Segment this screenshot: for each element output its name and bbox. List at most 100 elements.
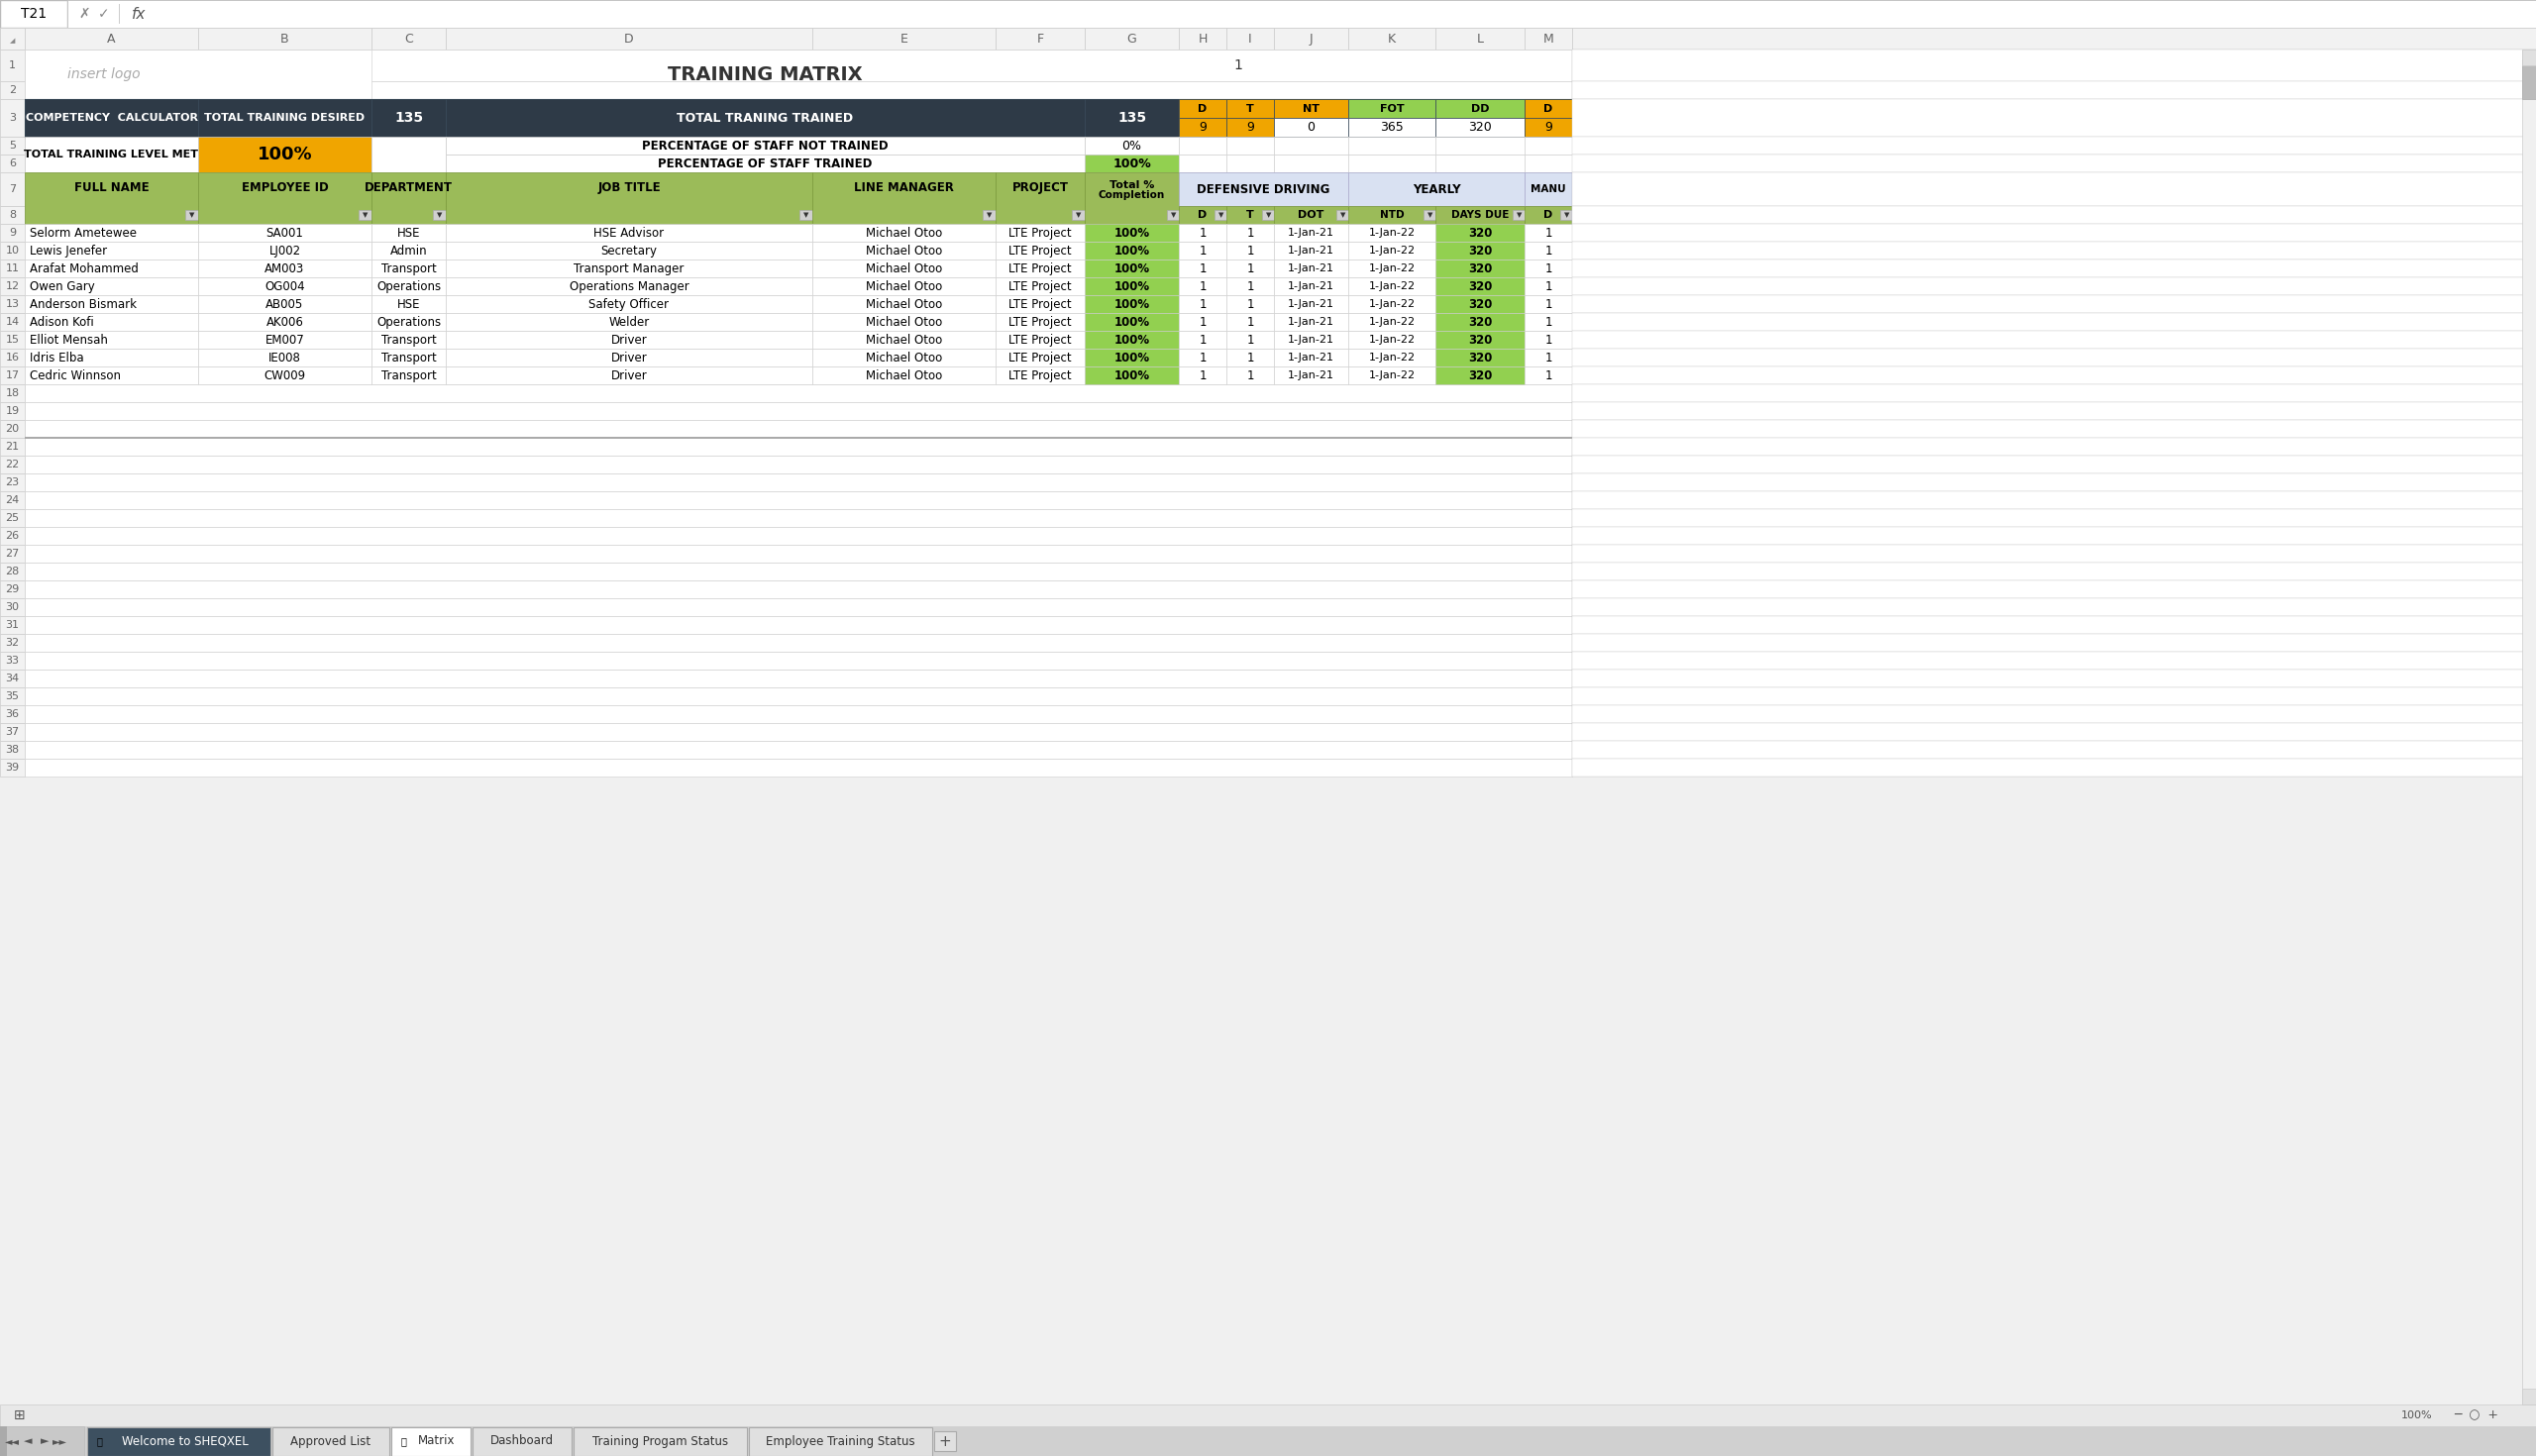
Bar [748,1427,933,1456]
Bar [86,1427,271,1456]
Text: D: D [1544,103,1552,114]
Bar [25,172,198,224]
Bar [25,331,198,348]
Bar [271,1427,391,1456]
Bar [370,331,446,348]
Bar [1572,670,2536,687]
Bar [0,172,25,205]
Bar [0,82,25,99]
Bar [446,224,812,242]
Text: PERCENTAGE OF STAFF NOT TRAINED: PERCENTAGE OF STAFF NOT TRAINED [642,140,888,151]
Text: 26: 26 [5,531,20,540]
Text: 15: 15 [5,335,20,345]
Text: 320: 320 [1468,262,1491,275]
Bar [1435,118,1524,137]
Bar [0,137,25,154]
Bar [1524,99,1572,118]
Bar [984,210,997,220]
Text: LTE Project: LTE Project [1009,226,1073,239]
Text: HSE: HSE [398,226,421,239]
Bar [1179,331,1227,348]
Text: ◄: ◄ [23,1436,33,1446]
Bar [997,172,1085,224]
Bar [25,137,198,172]
Bar [1179,154,1227,172]
Bar [25,687,1572,705]
Text: E: E [900,32,908,45]
Text: 1-Jan-21: 1-Jan-21 [1288,246,1334,256]
Text: AB005: AB005 [266,297,304,310]
Text: 1-Jan-21: 1-Jan-21 [1288,370,1334,380]
Bar [446,242,812,259]
Text: 🔒: 🔒 [96,1436,101,1446]
Text: ►►: ►► [53,1436,66,1446]
Text: 1: 1 [1544,226,1552,239]
Bar [1273,118,1349,137]
Text: ▼: ▼ [363,213,368,218]
Bar [997,224,1085,242]
Bar [0,670,25,687]
Bar [1572,633,2536,652]
Text: DD: DD [1471,103,1489,114]
Bar [1349,259,1435,277]
Bar [1572,438,2536,456]
Text: Approved List: Approved List [292,1434,370,1447]
Text: 1: 1 [10,60,15,70]
Bar [997,277,1085,296]
Text: 23: 23 [5,478,20,488]
Bar [25,527,1572,545]
Text: 5: 5 [10,141,15,150]
Bar [1349,331,1435,348]
Text: TOTAL TRANING TRAINED: TOTAL TRANING TRAINED [677,112,855,124]
Bar [1572,545,2536,562]
Text: L: L [1476,32,1484,45]
Bar [1524,137,1572,154]
Text: C: C [403,32,413,45]
Text: 1: 1 [1544,245,1552,258]
Bar [1085,99,1179,137]
Text: 38: 38 [5,745,20,754]
Text: Michael Otoo: Michael Otoo [865,297,943,310]
Text: T: T [1245,103,1253,114]
Text: Selorm Ametewee: Selorm Ametewee [30,226,137,239]
Text: 27: 27 [5,549,20,559]
Bar [1572,277,2536,296]
Bar [1572,545,2536,562]
Bar [1179,259,1227,277]
Bar [1572,259,2536,277]
Text: 100%: 100% [2402,1411,2432,1421]
Text: 100%: 100% [1113,333,1149,347]
Text: 320: 320 [1468,226,1491,239]
Text: 1: 1 [1248,226,1253,239]
Text: FOT: FOT [1380,103,1405,114]
Bar [25,473,1572,491]
Text: Secretary: Secretary [601,245,657,258]
Text: 1-Jan-21: 1-Jan-21 [1288,352,1334,363]
Text: AM003: AM003 [264,262,304,275]
Text: SA001: SA001 [266,226,304,239]
Bar [997,348,1085,367]
Text: IE008: IE008 [269,351,302,364]
Bar [25,172,1572,205]
Text: 320: 320 [1468,316,1491,329]
Bar [997,313,1085,331]
Text: LTE Project: LTE Project [1009,245,1073,258]
Bar [25,348,1572,367]
Text: Michael Otoo: Michael Otoo [865,351,943,364]
Text: 29: 29 [5,584,20,594]
Text: 32: 32 [5,638,20,648]
Bar [1227,259,1273,277]
Bar [1572,82,2536,99]
Bar [1273,348,1349,367]
Text: 33: 33 [5,655,20,665]
Text: D: D [624,32,634,45]
Text: Driver: Driver [611,368,647,381]
Bar [573,1427,748,1456]
Text: 1-Jan-22: 1-Jan-22 [1369,281,1415,291]
Text: 320: 320 [1468,280,1491,293]
Text: Operations Manager: Operations Manager [568,280,690,293]
Text: 13: 13 [5,298,20,309]
Bar [1435,205,1524,224]
Text: ✓: ✓ [99,7,109,20]
Text: ▼: ▼ [987,213,992,218]
